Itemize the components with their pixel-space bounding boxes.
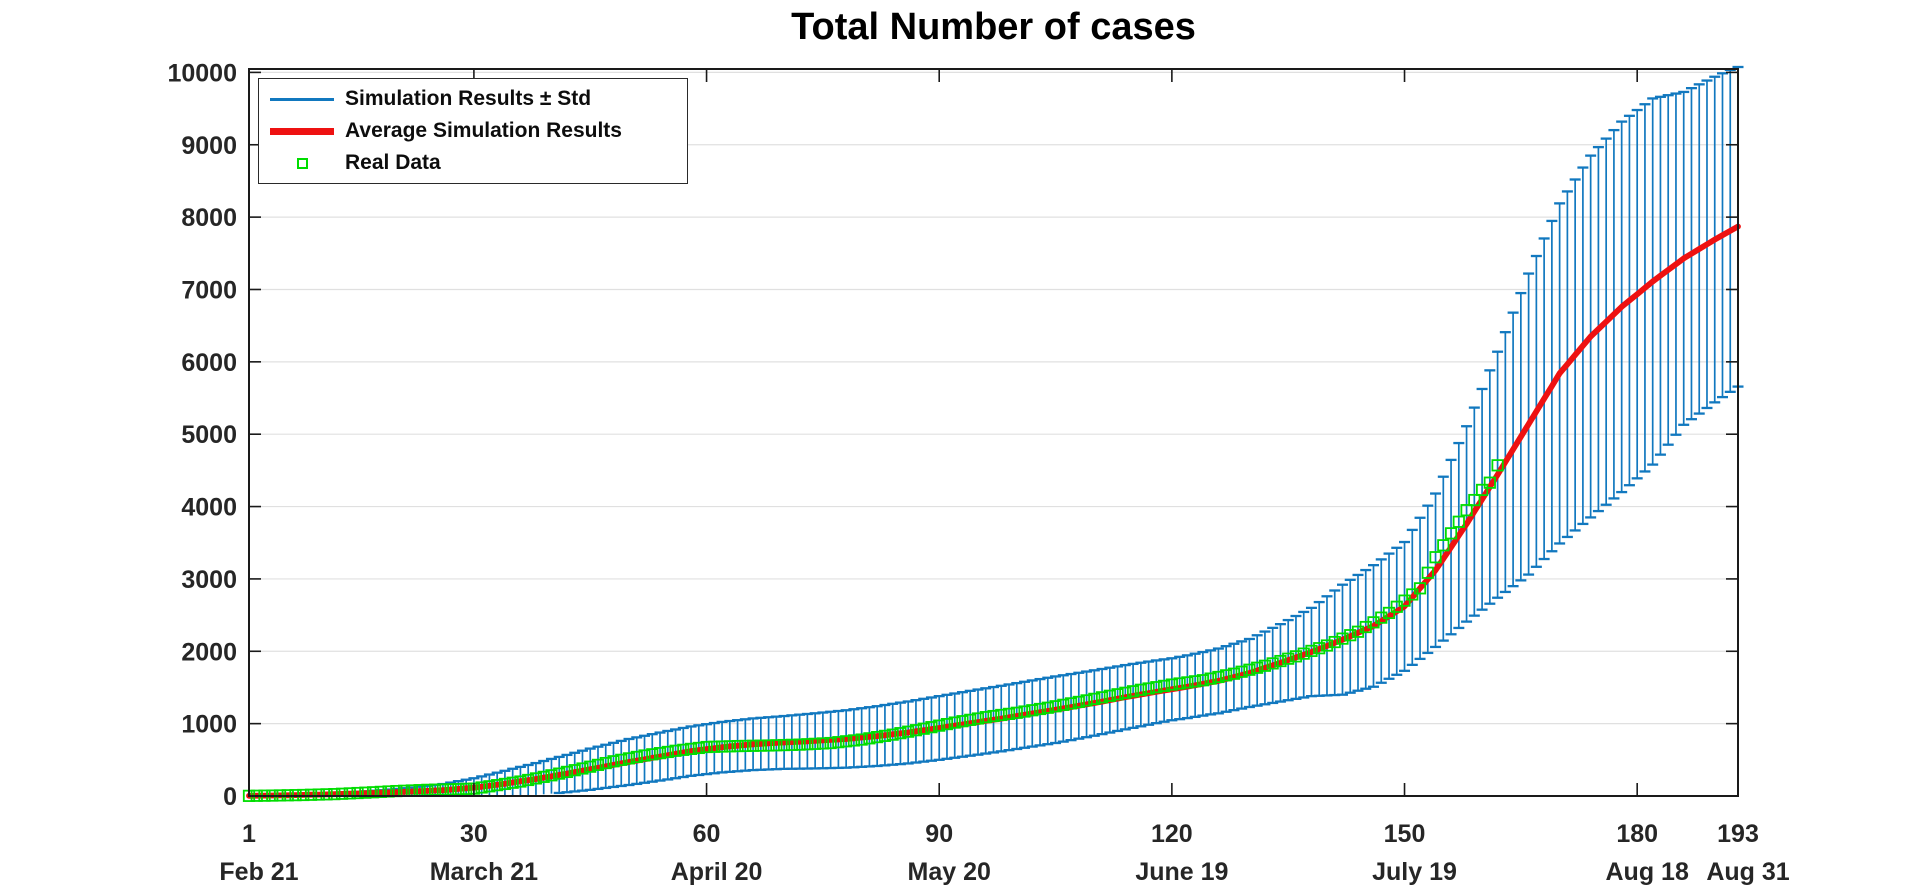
- x-date-label: Feb 21: [219, 858, 298, 886]
- legend-item-average: Average Simulation Results: [259, 115, 687, 147]
- y-tick-label: 9000: [181, 132, 237, 160]
- real-data-points: [242, 459, 1504, 802]
- y-tick-label: 2000: [181, 638, 237, 666]
- y-tick-label: 7000: [181, 276, 237, 304]
- legend-label: Simulation Results ± Std: [345, 87, 592, 110]
- y-tick-label: 5000: [181, 421, 237, 449]
- errorbar-line-icon: [259, 97, 345, 101]
- axis-box: [248, 68, 1739, 797]
- y-tick-label: 1000: [181, 711, 237, 739]
- x-tick-label: 150: [1384, 820, 1426, 848]
- average-line-icon: [259, 127, 345, 135]
- x-date-label: July 19: [1372, 858, 1457, 886]
- x-date-label: May 20: [908, 858, 991, 886]
- y-tick-label: 6000: [181, 349, 237, 377]
- x-tick-label: 120: [1151, 820, 1193, 848]
- x-date-labels: Feb 21 March 21 April 20 May 20 June 19 July …: [219, 858, 1789, 886]
- x-tick-label: 180: [1616, 820, 1658, 848]
- x-date-label: March 21: [430, 858, 538, 886]
- x-date-label: April 20: [671, 858, 763, 886]
- legend-item-simulation-std: Simulation Results ± Std: [259, 83, 687, 115]
- x-tick-label: 1: [242, 820, 256, 848]
- y-tick-label: 3000: [181, 566, 237, 594]
- legend: Simulation Results ± Std Average Simulat…: [258, 78, 688, 184]
- x-tick-label: 60: [693, 820, 721, 848]
- y-tick-label: 8000: [181, 204, 237, 232]
- y-tick-label: 10000: [167, 59, 237, 87]
- x-date-label: June 19: [1135, 858, 1228, 886]
- x-date-label: Aug 18: [1606, 858, 1689, 886]
- legend-label: Real Data: [345, 151, 441, 174]
- x-tick-label: 30: [460, 820, 488, 848]
- x-tick-labels: 1 30 60 90 120 150 180 193: [242, 820, 1759, 848]
- y-tick-labels: 0 1000 2000 3000 4000 5000 6000 7000 8000 9000 100…: [167, 59, 237, 811]
- chart-title: Total Number of cases: [791, 6, 1196, 48]
- errorbar-series: [336, 65, 1744, 795]
- y-tick-label: 0: [223, 783, 237, 811]
- legend-item-real-data: Real Data: [259, 147, 687, 179]
- y-tick-label: 4000: [181, 494, 237, 522]
- x-date-label: Aug 31: [1706, 858, 1789, 886]
- x-tick-label: 193: [1717, 820, 1759, 848]
- x-tick-label: 90: [925, 820, 953, 848]
- axis-ticks: [248, 69, 1739, 797]
- open-square-marker-icon: [259, 157, 345, 169]
- legend-label: Average Simulation Results: [345, 119, 622, 142]
